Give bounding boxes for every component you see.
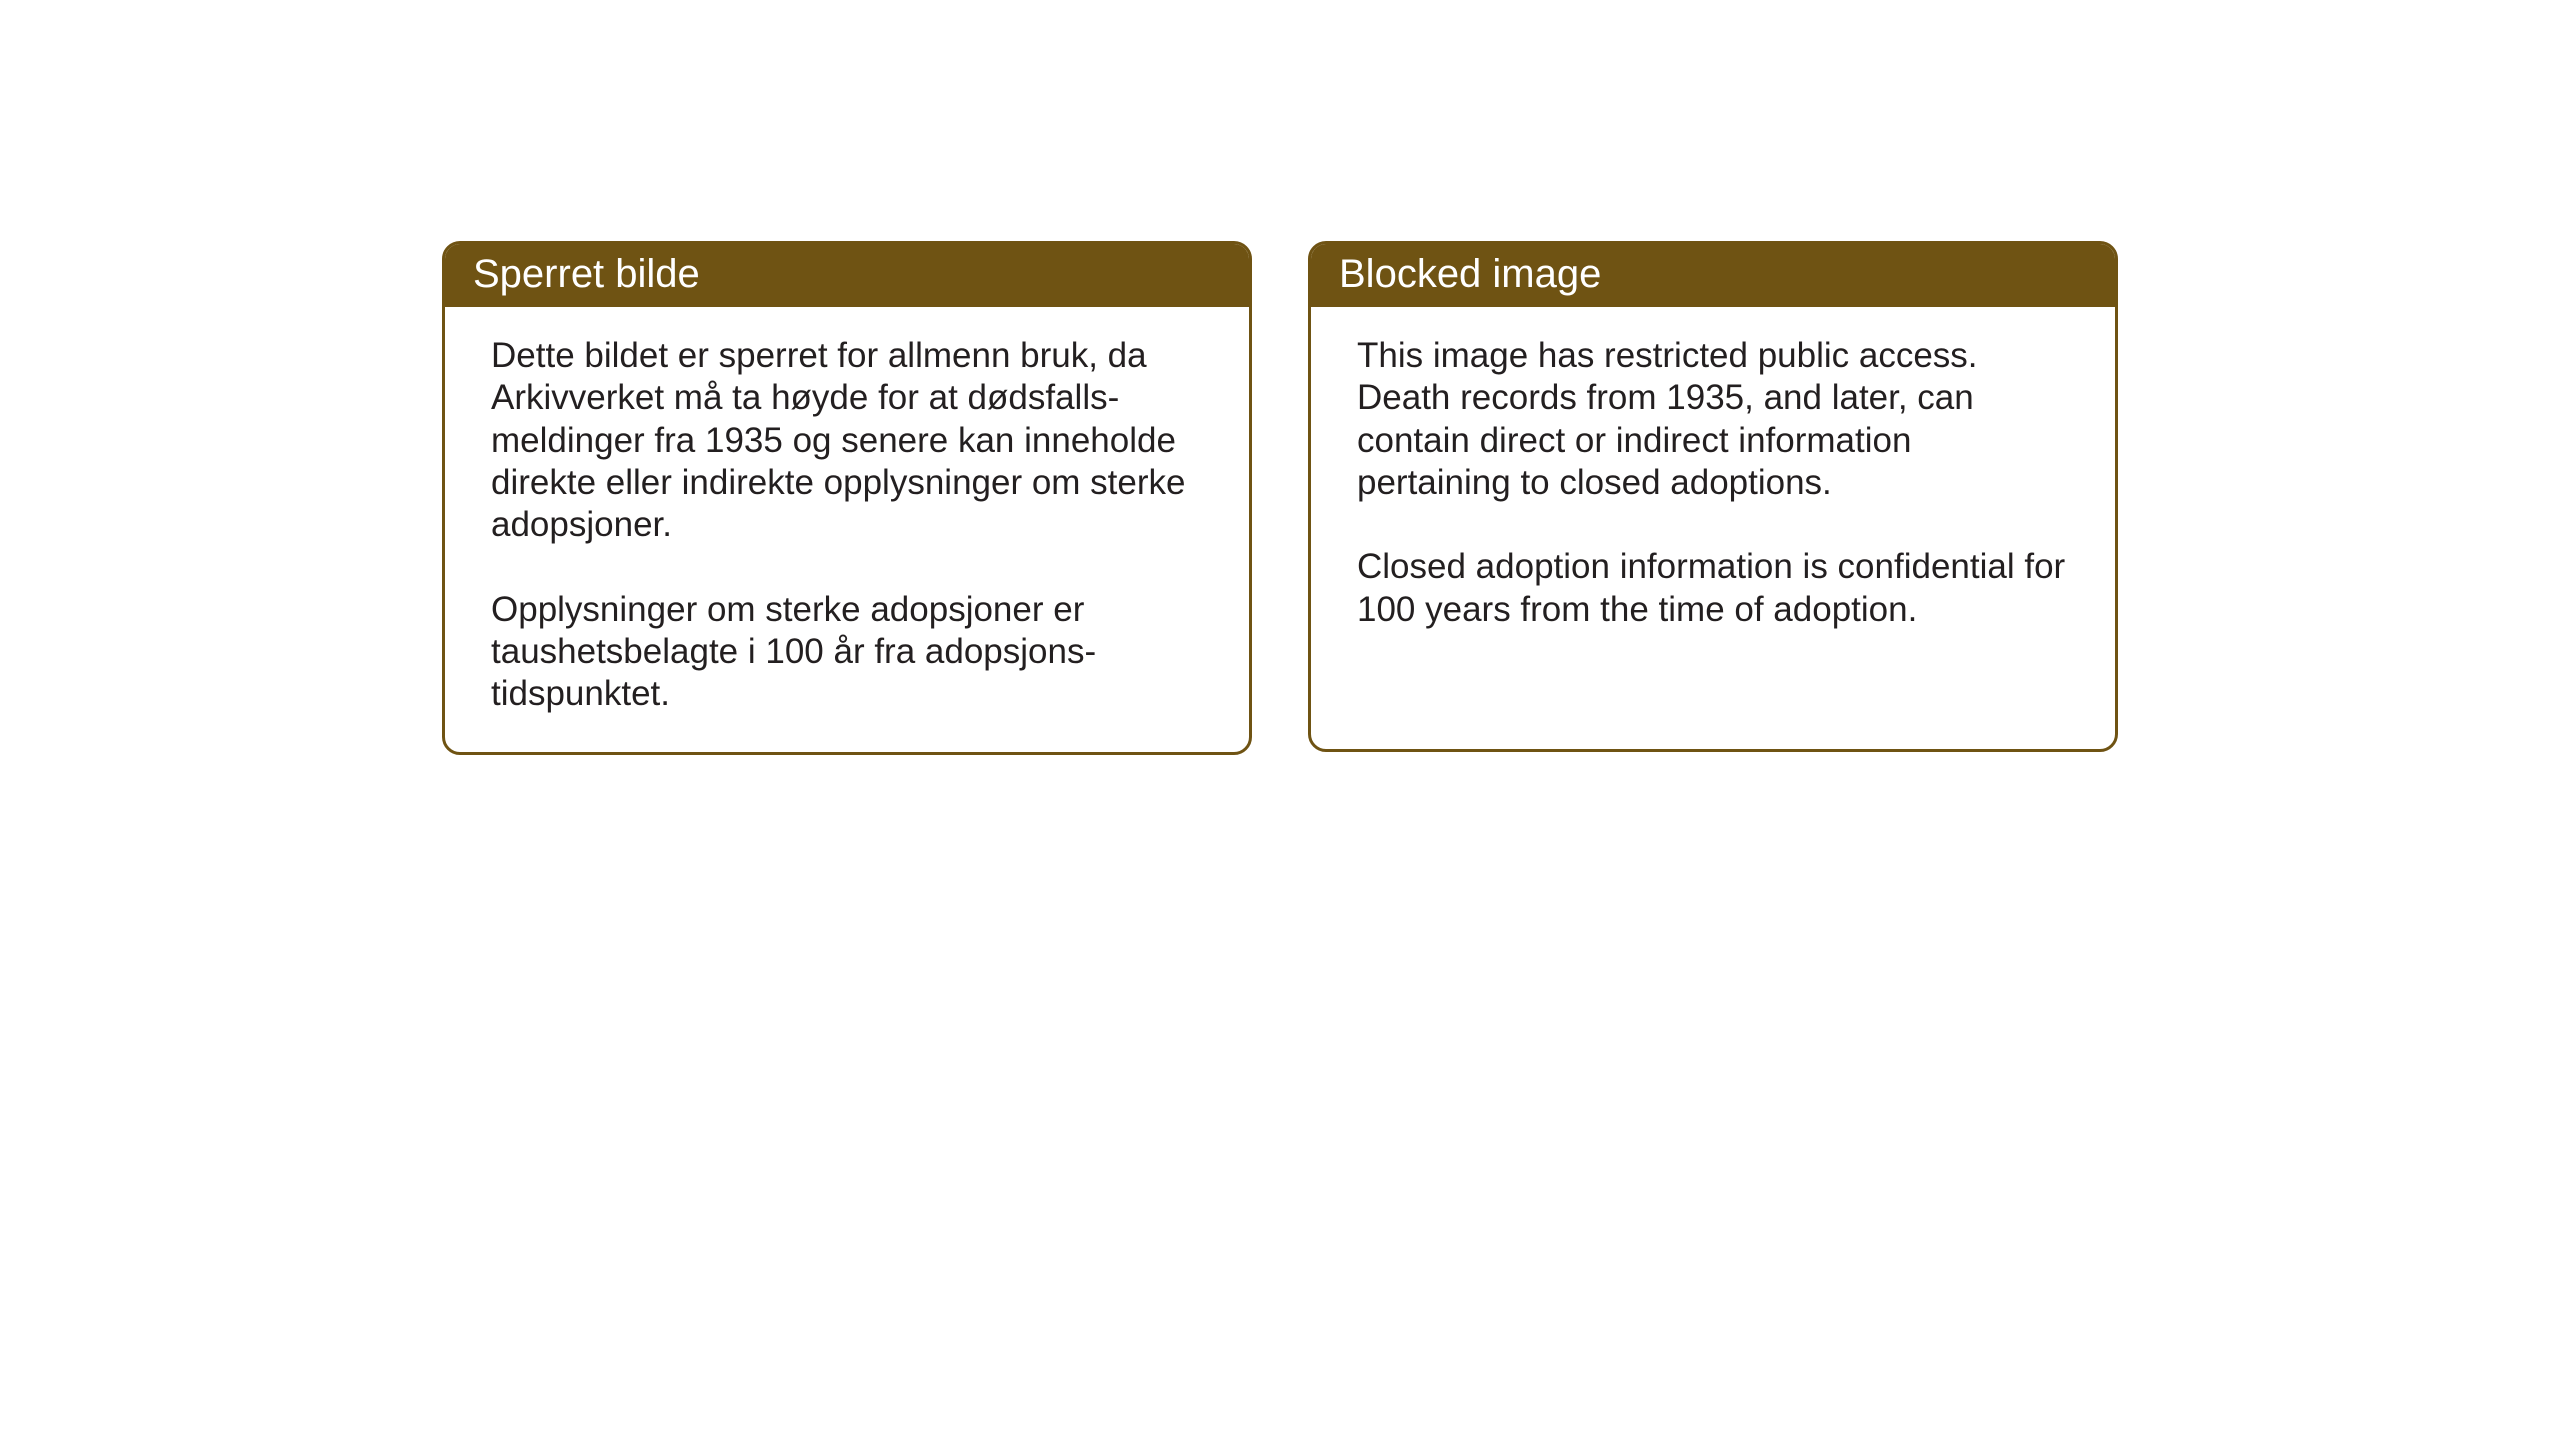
notice-card-english: Blocked image This image has restricted … [1308, 241, 2118, 752]
card-paragraph-1-norwegian: Dette bildet er sperret for allmenn bruk… [491, 335, 1203, 547]
notice-cards-container: Sperret bilde Dette bildet er sperret fo… [442, 241, 2118, 755]
card-paragraph-2-norwegian: Opplysninger om sterke adopsjoner er tau… [491, 589, 1203, 716]
card-header-english: Blocked image [1311, 244, 2115, 307]
card-paragraph-1-english: This image has restricted public access.… [1357, 335, 2069, 504]
card-body-english: This image has restricted public access.… [1311, 307, 2115, 667]
card-title-english: Blocked image [1339, 252, 1601, 296]
card-paragraph-2-english: Closed adoption information is confident… [1357, 546, 2069, 631]
card-header-norwegian: Sperret bilde [445, 244, 1249, 307]
notice-card-norwegian: Sperret bilde Dette bildet er sperret fo… [442, 241, 1252, 755]
card-body-norwegian: Dette bildet er sperret for allmenn bruk… [445, 307, 1249, 752]
card-title-norwegian: Sperret bilde [473, 252, 700, 296]
